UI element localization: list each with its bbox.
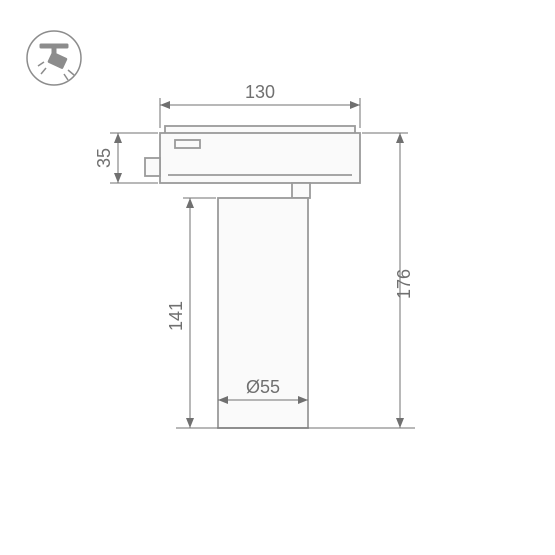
tracklight-icon [27, 31, 81, 85]
dim-width-top-label: 130 [245, 82, 275, 102]
dim-height-total-label: 176 [394, 269, 414, 299]
dim-height-adapter-label: 35 [94, 148, 114, 168]
dim-width-top: 130 [160, 82, 360, 128]
dim-diameter-label: Ø55 [246, 377, 280, 397]
dimension-drawing: 130 35 141 176 Ø55 [0, 0, 555, 555]
dim-height-total: 176 [362, 133, 414, 428]
dim-height-body: 141 [166, 198, 216, 428]
dim-height-body-label: 141 [166, 301, 186, 331]
